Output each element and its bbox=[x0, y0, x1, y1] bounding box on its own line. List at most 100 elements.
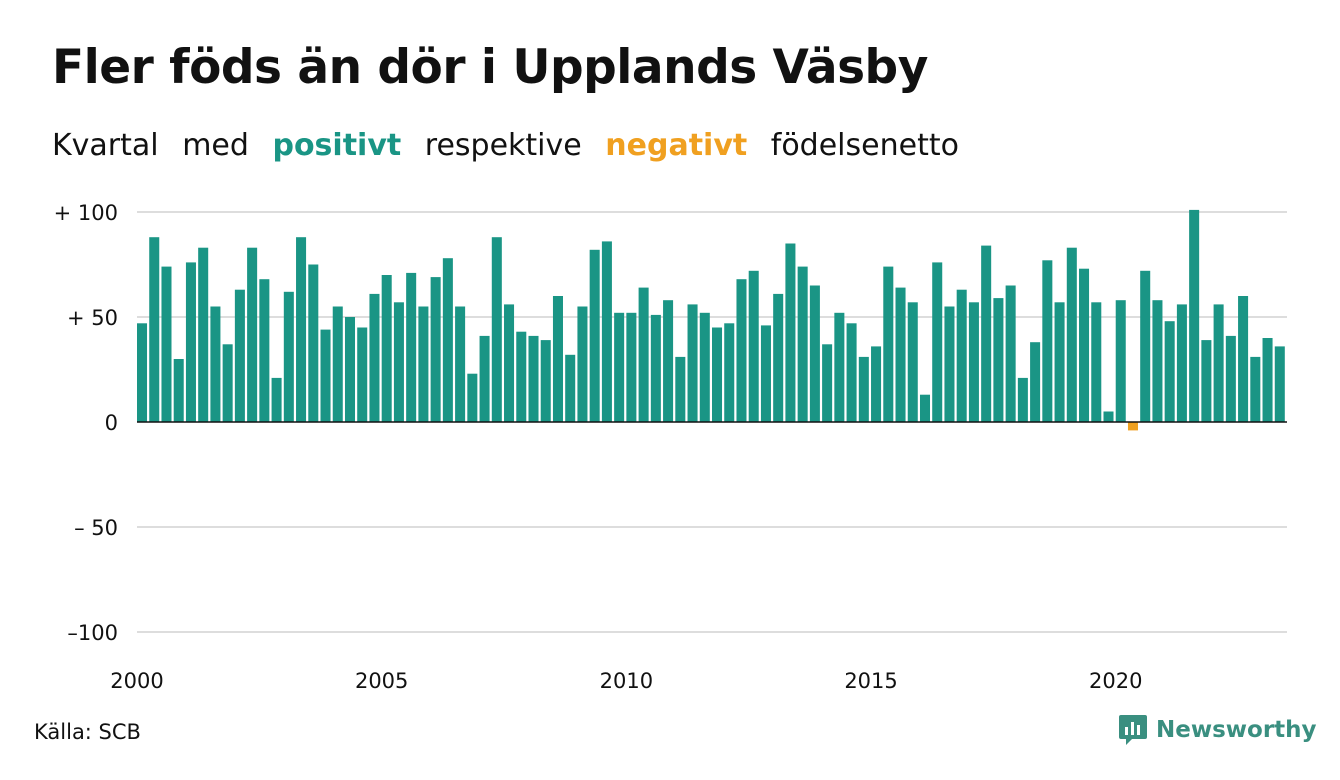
bar bbox=[1079, 268, 1090, 422]
bar bbox=[504, 304, 515, 422]
bar bbox=[1017, 377, 1028, 422]
bar bbox=[760, 325, 771, 422]
bar bbox=[846, 323, 857, 422]
bar bbox=[748, 270, 759, 422]
x-tick-label: 2000 bbox=[110, 669, 163, 693]
bar bbox=[296, 237, 307, 422]
bar bbox=[944, 306, 955, 422]
bar bbox=[1042, 260, 1053, 422]
bar bbox=[712, 327, 723, 422]
bar bbox=[883, 266, 894, 422]
bar bbox=[1164, 321, 1175, 422]
bar bbox=[357, 327, 368, 422]
subtitle-word-kvartal: Kvartal bbox=[52, 128, 159, 163]
bar bbox=[1127, 422, 1138, 431]
bar bbox=[283, 291, 294, 422]
bar bbox=[626, 312, 637, 422]
bar bbox=[663, 300, 674, 422]
subtitle-word-fodelsenetto: födelsenetto bbox=[770, 128, 959, 163]
bar bbox=[222, 344, 233, 422]
subtitle-word-med: med bbox=[182, 128, 249, 163]
bar bbox=[1225, 335, 1236, 422]
bar bbox=[442, 258, 453, 422]
subtitle-negative-word: negativt bbox=[605, 128, 748, 163]
bar bbox=[259, 279, 270, 422]
bar bbox=[1152, 300, 1163, 422]
bar bbox=[699, 312, 710, 422]
bar bbox=[724, 323, 735, 422]
x-tick-label: 2010 bbox=[600, 669, 653, 693]
bar bbox=[1213, 304, 1224, 422]
bar bbox=[895, 287, 906, 422]
x-tick-label: 2005 bbox=[355, 669, 408, 693]
bar bbox=[1262, 338, 1273, 422]
bar bbox=[1066, 247, 1077, 422]
bar-chart: + 100 + 50 0 – 50 –100 2000 2005 2010 2015 2020 bbox=[54, 201, 1287, 693]
bar bbox=[271, 377, 282, 422]
bar bbox=[516, 331, 527, 422]
x-tick-label: 2015 bbox=[844, 669, 897, 693]
bar bbox=[173, 359, 184, 422]
brand-logo: Newsworthy bbox=[1118, 713, 1317, 747]
bar bbox=[871, 346, 882, 422]
bar bbox=[834, 312, 845, 422]
bar bbox=[479, 335, 490, 422]
bar bbox=[137, 323, 148, 422]
bar bbox=[185, 262, 196, 422]
bar bbox=[149, 237, 160, 422]
bar bbox=[552, 296, 563, 422]
y-tick-label: –100 bbox=[67, 621, 118, 645]
bar bbox=[565, 354, 576, 422]
bar bbox=[1054, 302, 1065, 422]
bar bbox=[1176, 304, 1187, 422]
bar bbox=[858, 356, 869, 422]
newsworthy-logo-icon bbox=[1119, 715, 1147, 745]
bar bbox=[418, 306, 429, 422]
bar bbox=[773, 293, 784, 422]
bar bbox=[247, 247, 258, 422]
bar bbox=[1030, 342, 1041, 422]
bar bbox=[1115, 300, 1126, 422]
y-tick-label: + 50 bbox=[67, 306, 118, 330]
bar bbox=[650, 314, 661, 422]
bar bbox=[1140, 270, 1151, 422]
bar bbox=[406, 272, 417, 422]
bar bbox=[320, 329, 331, 422]
bar bbox=[993, 298, 1004, 422]
bar bbox=[332, 306, 343, 422]
bar bbox=[455, 306, 466, 422]
bar bbox=[589, 249, 600, 422]
bar bbox=[210, 306, 221, 422]
chart-title: Fler föds än dör i Upplands Väsby bbox=[52, 40, 928, 95]
bar bbox=[381, 275, 392, 422]
subtitle-positive-word: positivt bbox=[272, 128, 402, 163]
bar bbox=[809, 285, 820, 422]
y-tick-label: 0 bbox=[105, 411, 118, 435]
bar bbox=[1238, 296, 1249, 422]
bar bbox=[393, 302, 404, 422]
bar bbox=[638, 287, 649, 422]
y-tick-label: + 100 bbox=[54, 201, 118, 225]
y-tick-label: – 50 bbox=[74, 516, 118, 540]
bar bbox=[956, 289, 967, 422]
bar bbox=[1201, 340, 1212, 422]
bar bbox=[577, 306, 588, 422]
bar bbox=[161, 266, 172, 422]
bar bbox=[467, 373, 478, 422]
bar bbox=[968, 302, 979, 422]
bar bbox=[308, 264, 319, 422]
bar bbox=[1250, 356, 1261, 422]
bar bbox=[675, 356, 686, 422]
bar bbox=[687, 304, 698, 422]
bar bbox=[785, 243, 796, 422]
bar bbox=[491, 237, 502, 422]
bar bbox=[797, 266, 808, 422]
bar bbox=[1189, 209, 1200, 422]
chart-subtitle: Kvartal med positivt respektive negativt… bbox=[52, 128, 973, 163]
bar bbox=[1005, 285, 1016, 422]
bar bbox=[234, 289, 245, 422]
bar bbox=[919, 394, 931, 422]
bar bbox=[907, 302, 918, 422]
bar bbox=[344, 317, 356, 422]
bar bbox=[601, 241, 612, 422]
